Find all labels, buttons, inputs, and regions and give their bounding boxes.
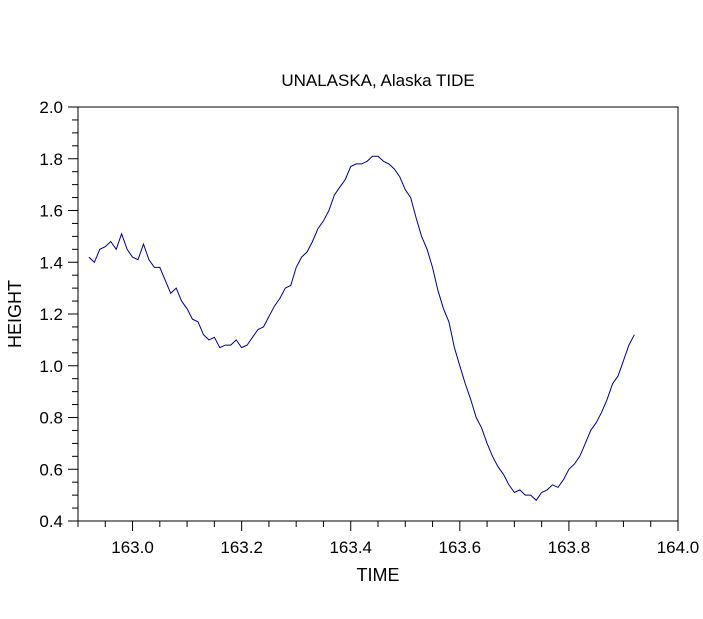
y-tick-label: 1.2 bbox=[39, 305, 63, 324]
y-tick-label: 1.4 bbox=[39, 253, 63, 272]
y-axis-tick-labels: 0.4 0.6 0.8 1.0 1.2 1.4 1.6 1.8 2.0 bbox=[39, 98, 63, 531]
x-axis-ticks bbox=[77, 521, 679, 531]
y-tick-label: 0.6 bbox=[39, 460, 63, 479]
chart-title: UNALASKA, Alaska TIDE bbox=[281, 71, 474, 90]
x-tick-label: 163.6 bbox=[439, 538, 482, 557]
y-tick-label: 1.0 bbox=[39, 357, 63, 376]
x-tick-label: 163.0 bbox=[111, 538, 154, 557]
x-tick-label: 163.8 bbox=[548, 538, 591, 557]
x-tick-label: 164.0 bbox=[657, 538, 700, 557]
plot-frame bbox=[77, 106, 679, 522]
y-tick-label: 0.4 bbox=[39, 512, 63, 531]
y-tick-label: 2.0 bbox=[39, 98, 63, 117]
y-tick-label: 1.8 bbox=[39, 150, 63, 169]
series-line bbox=[88, 155, 635, 502]
y-axis-ticks bbox=[68, 106, 78, 522]
y-axis-label: HEIGHT bbox=[5, 280, 25, 348]
x-axis-tick-labels: 163.0 163.2 163.4 163.6 163.8 164.0 bbox=[111, 538, 699, 557]
x-tick-label: 163.2 bbox=[220, 538, 263, 557]
x-axis-label: TIME bbox=[357, 565, 400, 585]
y-tick-label: 1.6 bbox=[39, 202, 63, 221]
x-tick-label: 163.4 bbox=[329, 538, 372, 557]
y-tick-label: 0.8 bbox=[39, 409, 63, 428]
